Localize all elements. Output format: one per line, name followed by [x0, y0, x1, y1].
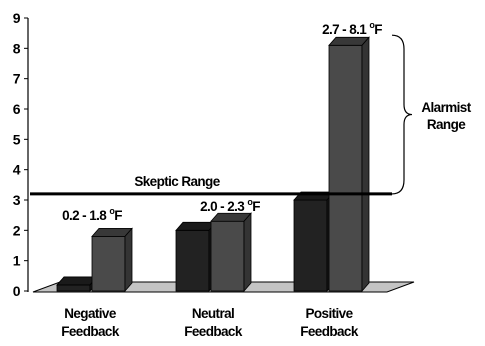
- range-label: 2.0 - 2.3 oF: [200, 197, 260, 214]
- bar: [56, 284, 91, 292]
- annotations: 0.2 - 1.8 oF 2.0 - 2.3 oF 2.7 - 8.1 oF Skep…: [30, 20, 472, 223]
- bar: [210, 220, 245, 292]
- bar: [175, 229, 210, 292]
- y-tick-label: 1: [13, 253, 21, 269]
- x-axis-labels: Negative Feedback Neutral Feedback Positive F…: [61, 306, 359, 339]
- range-label: 2.7 - 8.1 oF: [322, 20, 382, 37]
- y-tick-label: 4: [13, 162, 21, 178]
- bar-side: [243, 212, 252, 293]
- x-category-label: Neutral: [192, 306, 234, 321]
- bar: [328, 44, 363, 292]
- range-label: 0.2 - 1.8 oF: [62, 206, 122, 223]
- y-tick-label: 2: [13, 222, 21, 238]
- y-axis: 0 1 2 3 4 5 6 7 8 9: [13, 10, 29, 299]
- alarmist-brace: [391, 34, 413, 195]
- bar-side: [124, 227, 133, 293]
- x-category-label: Negative: [64, 306, 117, 321]
- bar: [91, 235, 126, 292]
- bar: [293, 199, 328, 292]
- y-tick-label: 8: [13, 40, 21, 56]
- alarmist-label: Alarmist: [421, 100, 471, 115]
- y-tick-label: 7: [13, 71, 21, 87]
- y-tick-label: 6: [13, 101, 21, 117]
- x-category-label: Positive: [306, 306, 354, 321]
- y-tick-label: 0: [13, 283, 21, 299]
- bar-side: [361, 36, 370, 293]
- skeptic-label: Skeptic Range: [134, 174, 220, 189]
- alarmist-label: Range: [427, 117, 466, 132]
- y-tick-label: 5: [13, 131, 21, 147]
- x-category-label: Feedback: [184, 324, 243, 339]
- x-category-label: Feedback: [61, 324, 120, 339]
- y-tick-label: 9: [13, 10, 21, 26]
- x-category-label: Feedback: [300, 324, 359, 339]
- y-tick-label: 3: [13, 192, 21, 208]
- bars: [56, 36, 370, 293]
